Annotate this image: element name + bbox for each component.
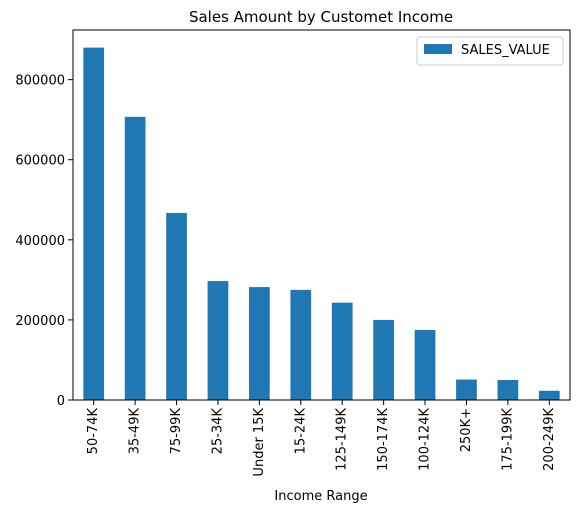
x-tick-label: 200-249K (542, 408, 557, 471)
x-axis-label: Income Range (274, 489, 367, 504)
legend-label: SALES_VALUE (461, 43, 550, 58)
bar-150-174k (373, 319, 394, 400)
bar-100-124k (414, 329, 436, 400)
x-tick-label: 75-99K (169, 408, 184, 455)
plot-frame (72, 29, 571, 401)
bar-75-99k (166, 212, 187, 400)
bar-250k (456, 379, 477, 400)
x-tick-label: 15-24K (293, 408, 308, 455)
x-tick-label: 100-124K (418, 408, 433, 471)
legend: SALES_VALUE (416, 36, 564, 66)
bars-group (83, 47, 560, 401)
x-tick-label: 125-149K (335, 408, 350, 471)
x-tick-label: 25-34K (210, 408, 225, 455)
x-tick-label: 35-49K (128, 408, 143, 455)
y-tick-label: 0 (57, 394, 65, 409)
bar-under-15k (249, 287, 270, 400)
y-tick-label: 600000 (15, 154, 65, 169)
x-tick-label: 50-74K (86, 408, 101, 455)
bar-125-149k (331, 302, 353, 400)
legend-box (416, 36, 564, 66)
x-axis: 50-74K 35-49K 75-99K 25-34K Under 15K 15-24K 1… (86, 400, 557, 477)
bar-175-199k (497, 379, 519, 400)
x-tick-label: 250K+ (459, 408, 474, 452)
bar-25-34k (207, 281, 229, 400)
bar-15-24k (290, 289, 312, 400)
y-tick-label: 800000 (15, 74, 65, 89)
chart-title: Sales Amount by Customet Income (189, 8, 453, 26)
y-axis: 0 200000 400000 600000 800000 (15, 74, 73, 409)
y-tick-label: 400000 (15, 234, 65, 249)
legend-swatch (424, 44, 452, 54)
x-tick-label: 175-199K (500, 408, 515, 471)
x-tick-label: 150-174K (376, 408, 391, 471)
bar-50-74k (83, 47, 105, 400)
bar-35-49k (124, 116, 146, 401)
y-tick-label: 200000 (15, 314, 65, 329)
bar-200-249k (538, 390, 560, 400)
x-tick-label: Under 15K (252, 408, 267, 477)
